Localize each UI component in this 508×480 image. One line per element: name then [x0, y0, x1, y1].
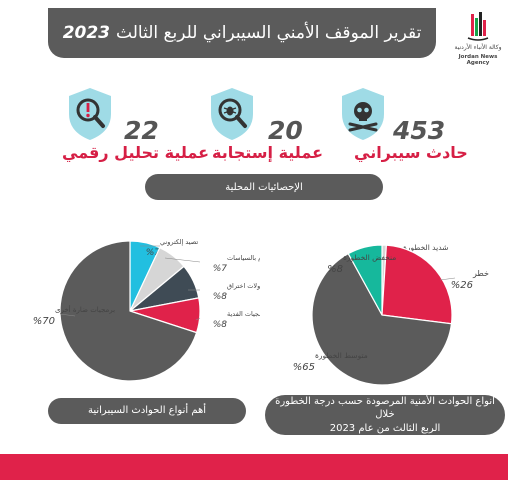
pie-slice	[347, 244, 383, 316]
leader-line	[439, 277, 456, 281]
slice-value-label: %7	[213, 264, 228, 274]
page-title: تقرير الموقف الأمني السيبراني للربع الثا…	[116, 23, 422, 43]
stat-label: حادث سيبراني	[354, 143, 468, 162]
stat-label: عملية إستجابة	[212, 143, 323, 162]
slice-value-label: %8	[213, 320, 228, 330]
slice-label: عدم الالتزام بالسياسات	[227, 254, 260, 262]
leader-line	[195, 317, 201, 321]
slice-label: برمجيات الفدية	[227, 310, 260, 318]
footer-bar	[0, 454, 508, 480]
slice-value-label: %8	[327, 264, 343, 275]
stat-number: 22	[124, 116, 159, 145]
leader-line	[59, 313, 76, 317]
slice-label: متوسط الخطورة	[315, 351, 368, 360]
leader-line	[164, 257, 201, 263]
shield-skull-icon	[342, 88, 384, 140]
section-title-bar: الإحصائيات المحلية	[145, 174, 383, 200]
pie-slice	[381, 244, 453, 325]
header-banner: تقرير الموقف الأمني السيبراني للربع الثا…	[48, 8, 436, 58]
severity-caption: أنواع الحوادث الأمنية المرصودة حسب درجة …	[265, 395, 505, 435]
caption-line: أنواع الحوادث الأمنية المرصودة حسب درجة …	[275, 395, 495, 421]
incident-types-caption: أهم أنواع الحوادث السيبرانية	[48, 398, 246, 424]
agency-name-ar: وكالة الأنباء الأردنية	[454, 44, 502, 51]
slice-label: برمجيات ضارة أخرى	[55, 305, 115, 314]
pie-slice	[59, 240, 198, 382]
slice-label: محاولات اختراق	[227, 282, 260, 290]
caption-text: أنواع الحوادث الأمنية المرصودة حسب درجة …	[265, 395, 505, 436]
slice-label: خطر	[472, 269, 489, 278]
pie-slice	[311, 252, 453, 386]
page-title-year: 2023	[62, 23, 111, 43]
agency-name-en: Jordan News Agency	[458, 54, 498, 66]
slice-value-label: %8	[213, 292, 228, 302]
shield-alert-icon	[69, 88, 111, 140]
agency-logo: وكالة الأنباء الأردنية Jordan News Agenc…	[452, 12, 504, 66]
caption-line: الربع الثالث من عام 2023	[329, 422, 441, 434]
slice-label: شديد الخطورة	[403, 243, 448, 252]
stat-label: عملية تحليل رقمي	[62, 143, 210, 162]
slice-value-label: %7	[146, 248, 161, 258]
agency-emblem-icon	[467, 12, 489, 41]
slice-value-label: %26	[451, 280, 473, 291]
section-title: الإحصائيات المحلية	[225, 181, 303, 193]
stat-number: 20	[268, 116, 303, 145]
slice-value-label: %65	[293, 362, 315, 373]
slice-value-label: %70	[33, 316, 55, 327]
incident-types-pie-chart: تصيد إلكتروني %7 عدم الالتزام بالسياسات %7 م…	[33, 238, 260, 382]
shield-bug-icon	[211, 88, 253, 140]
caption-text: أهم أنواع الحوادث السيبرانية	[87, 405, 207, 417]
stat-number: 453	[393, 116, 446, 145]
slice-label: منخفض الخطورة	[343, 253, 396, 262]
slice-label: تصيد إلكتروني	[160, 238, 198, 246]
